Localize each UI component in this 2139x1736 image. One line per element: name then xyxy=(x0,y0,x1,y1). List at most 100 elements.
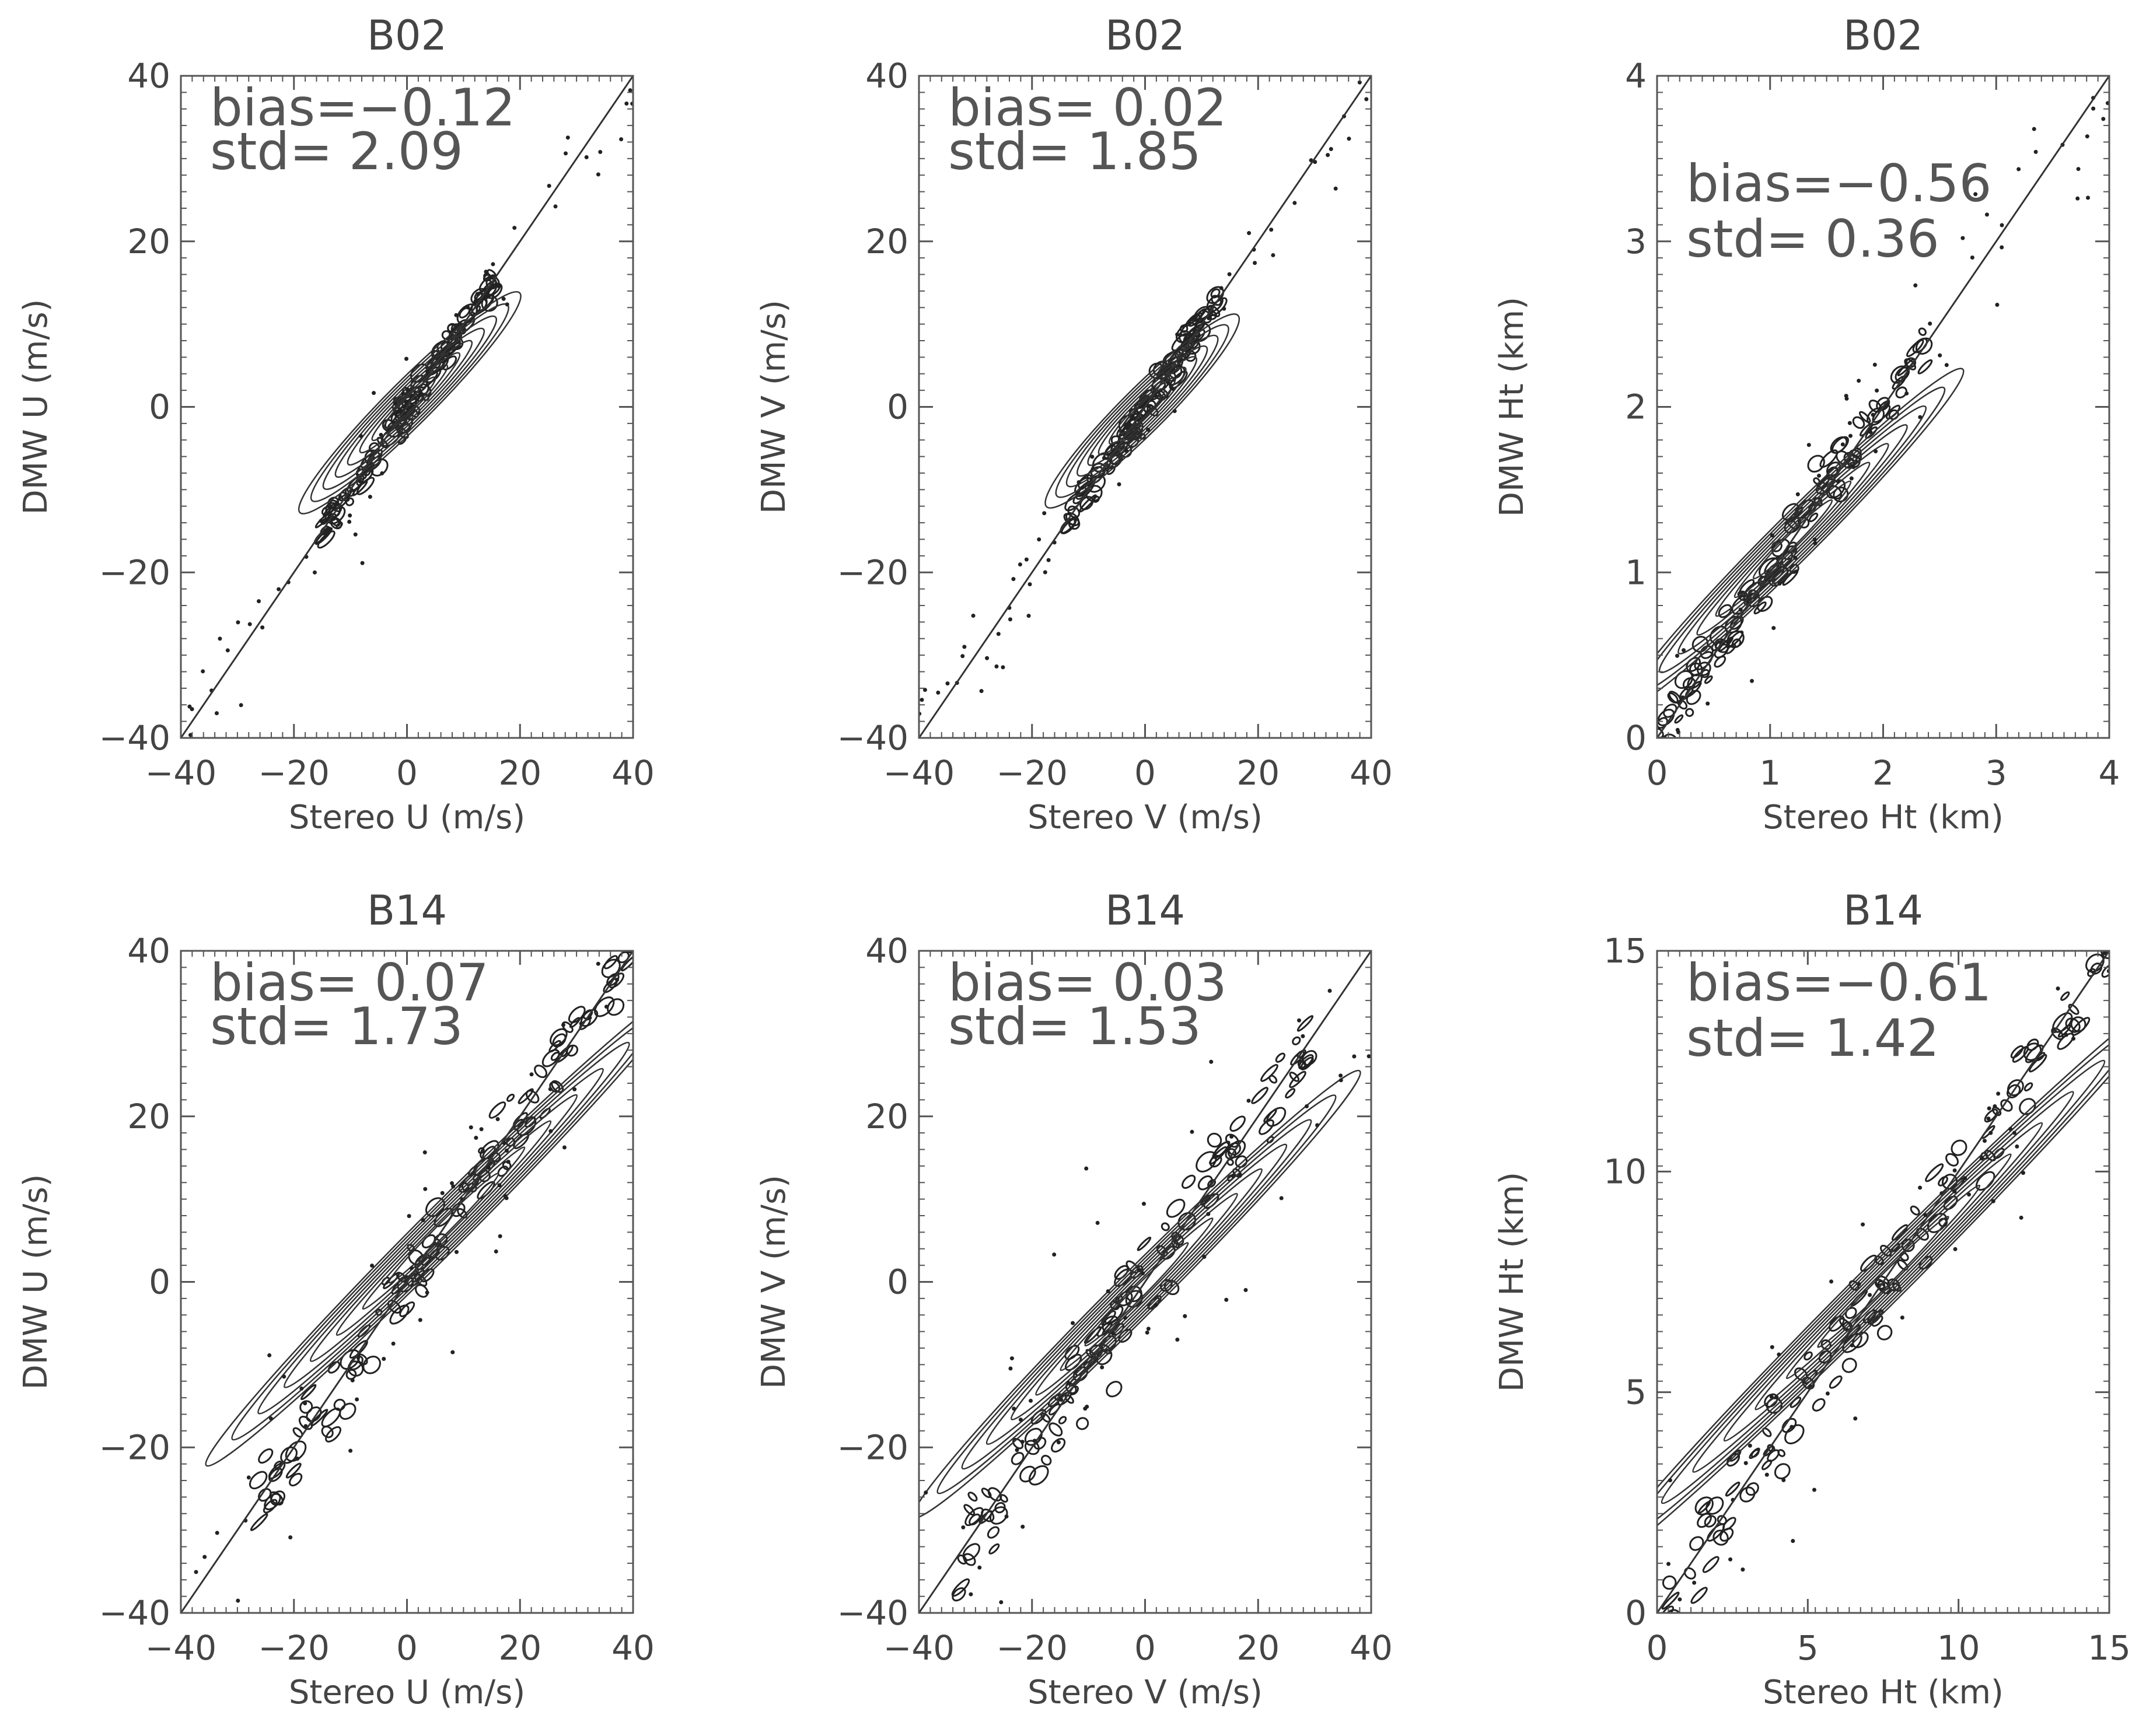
density-contour xyxy=(2000,1099,2013,1112)
density-contour xyxy=(1048,1422,1063,1437)
outlier-point xyxy=(506,1160,511,1164)
density-contour xyxy=(607,998,625,1016)
outlier-point xyxy=(954,1676,958,1680)
outlier-point xyxy=(961,1525,966,1530)
outlier-point xyxy=(971,613,976,618)
y-tick-label: 0 xyxy=(1625,718,1647,758)
outlier-point xyxy=(1974,990,1979,995)
outlier-point xyxy=(1207,316,1211,321)
outlier-point xyxy=(1357,80,1362,85)
density-contour xyxy=(356,468,374,486)
density-contour xyxy=(1019,1465,1036,1483)
x-tick-label: 0 xyxy=(1134,753,1156,793)
outlier-point xyxy=(282,1374,286,1379)
outlier-point xyxy=(1991,1199,1995,1203)
outlier-point xyxy=(596,172,600,177)
panel-title: B02 xyxy=(367,12,447,60)
outlier-point xyxy=(2086,195,2091,200)
outlier-point xyxy=(1077,480,1081,485)
density-contour xyxy=(1051,1437,1066,1453)
density-contour xyxy=(399,1301,415,1317)
x-tick-label: −40 xyxy=(883,1628,955,1668)
density-contour xyxy=(285,1462,302,1479)
outlier-point xyxy=(1790,1424,1794,1429)
outlier-point xyxy=(1084,1166,1089,1171)
plot-area xyxy=(1657,951,2109,1613)
density-contour xyxy=(250,1513,268,1531)
outlier-point xyxy=(450,1350,455,1354)
core-contour xyxy=(322,315,497,491)
density-contour xyxy=(1714,655,1726,668)
core-contour xyxy=(1692,1091,2074,1473)
outlier-point xyxy=(962,645,967,649)
outlier-point xyxy=(1008,617,1012,622)
density-contour xyxy=(1685,708,1694,717)
outlier-point xyxy=(1857,1282,1861,1286)
outlier-point xyxy=(180,744,184,748)
outlier-point xyxy=(2015,1144,2019,1149)
x-axis-label: Stereo Ht (km) xyxy=(1763,1674,2004,1712)
density-contour xyxy=(1266,1107,1287,1127)
outlier-point xyxy=(1944,363,1949,368)
density-contour xyxy=(2060,991,2070,1001)
outlier-point xyxy=(1868,1293,1872,1297)
outlier-point xyxy=(215,1531,219,1535)
outlier-point xyxy=(945,681,950,686)
density-contour xyxy=(1668,691,1682,704)
density-contour xyxy=(2068,1003,2079,1015)
outlier-point xyxy=(188,733,193,737)
density-contour xyxy=(518,1088,534,1104)
density-contour xyxy=(1682,677,1696,691)
outlier-point xyxy=(1352,1054,1357,1059)
outlier-point xyxy=(474,1136,478,1140)
outlier-point xyxy=(187,704,192,709)
outlier-point xyxy=(440,1191,445,1195)
outlier-point xyxy=(2091,106,2096,111)
density-contour xyxy=(1061,517,1077,534)
outlier-point xyxy=(495,1117,500,1122)
outlier-point xyxy=(1146,1326,1151,1331)
outlier-point xyxy=(498,1234,502,1238)
outlier-point xyxy=(1918,1185,1923,1190)
density-contour xyxy=(621,954,633,972)
density-contour xyxy=(1725,630,1744,649)
outlier-point xyxy=(1770,1345,1774,1349)
outlier-point xyxy=(2075,196,2080,201)
outlier-point xyxy=(1141,1202,1146,1206)
outlier-point xyxy=(1675,653,1680,658)
core-contour xyxy=(1661,1059,2106,1504)
density-contour xyxy=(1817,477,1830,490)
outlier-point xyxy=(1995,303,2000,307)
bias-annotation: bias= 0.07 xyxy=(210,953,489,1013)
density-contour xyxy=(1704,675,1713,684)
outlier-point xyxy=(1037,537,1041,542)
outlier-point xyxy=(257,599,261,604)
density-contour xyxy=(1892,1282,1902,1292)
density-contour xyxy=(1084,1326,1102,1344)
panel-title: B14 xyxy=(1843,887,1923,935)
density-contour xyxy=(969,1513,981,1526)
outlier-point xyxy=(1982,1139,1987,1143)
outlier-point xyxy=(1247,231,1252,236)
outlier-point xyxy=(562,1145,567,1150)
density-contour xyxy=(249,1471,268,1490)
y-axis-label: DMW U (m/s) xyxy=(17,299,55,515)
core-contour xyxy=(985,1143,1288,1446)
outlier-point xyxy=(193,1616,197,1620)
density-contour xyxy=(550,1028,568,1046)
outlier-point xyxy=(1206,1212,1211,1216)
outlier-point xyxy=(2085,134,2089,139)
outlier-point xyxy=(1329,147,1333,152)
outlier-point xyxy=(1988,1130,1993,1135)
outlier-point xyxy=(553,204,558,209)
x-tick-label: 40 xyxy=(611,1628,655,1668)
y-tick-label: −40 xyxy=(99,718,170,758)
density-contour xyxy=(1871,1315,1883,1327)
outlier-point xyxy=(631,70,635,74)
density-contour xyxy=(1756,596,1773,612)
panel-3: B02 0 1 2 3 4 0 1 2 3 4 Stereo Ht (km) DMW Ht (km) bi… xyxy=(1493,12,2120,836)
panel-4: B14 −40 −20 0 20 40 −40 −20 0 20 40 Stereo U (m/s) D… xyxy=(17,887,655,1712)
x-tick-label: −20 xyxy=(997,1628,1068,1668)
outlier-point xyxy=(1996,1091,2001,1096)
density-contour xyxy=(1938,1176,1948,1186)
